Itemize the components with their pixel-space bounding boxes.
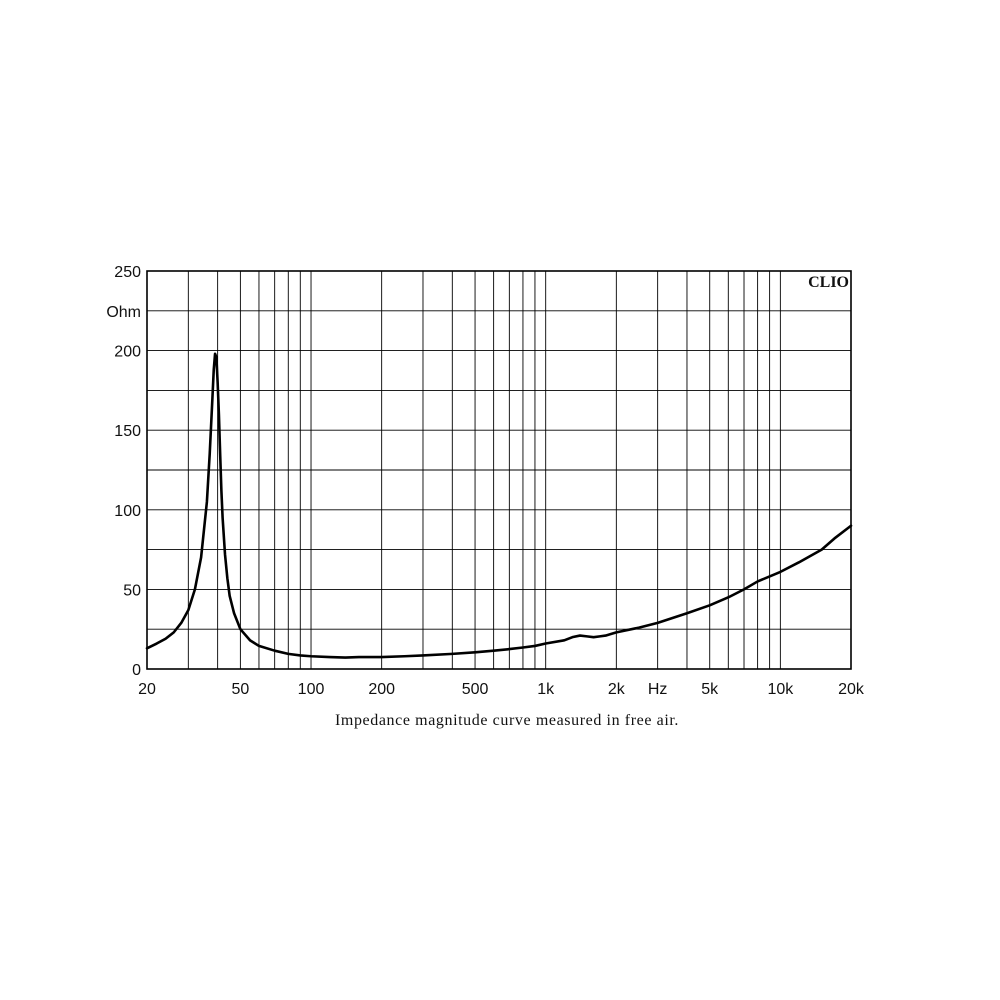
y-tick-label: 250 [114, 264, 141, 281]
y-tick-label: 50 [123, 582, 141, 599]
x-tick-label: 100 [298, 681, 325, 698]
x-tick-label: 2k [608, 681, 626, 698]
x-tick-label: 200 [368, 681, 395, 698]
y-tick-label: 150 [114, 423, 141, 440]
x-tick-label: 10k [767, 681, 794, 698]
chart-caption: Impedance magnitude curve measured in fr… [335, 712, 679, 729]
grid [147, 271, 851, 669]
plot-frame [146, 270, 852, 670]
clio-brand-label: CLIO [808, 274, 849, 291]
impedance-curve [145, 352, 853, 659]
y-tick-label: 200 [114, 344, 141, 361]
y-tick-label: 100 [114, 503, 141, 520]
y-axis-unit-label: Ohm [106, 304, 141, 321]
tick-labels: 20 50 100 200 500 1k 2k 5k 10k 20k 0 50 100 150 200 250 [114, 264, 865, 698]
y-tick-label: 0 [132, 662, 141, 679]
x-tick-label: 5k [701, 681, 719, 698]
x-tick-label: 20 [138, 681, 156, 698]
x-tick-label: 1k [537, 681, 555, 698]
x-axis-unit-label: Hz [648, 681, 668, 698]
x-tick-label: 20k [838, 681, 865, 698]
x-tick-label: 500 [462, 681, 489, 698]
curve-layer [145, 352, 853, 659]
x-tick-label: 50 [231, 681, 249, 698]
